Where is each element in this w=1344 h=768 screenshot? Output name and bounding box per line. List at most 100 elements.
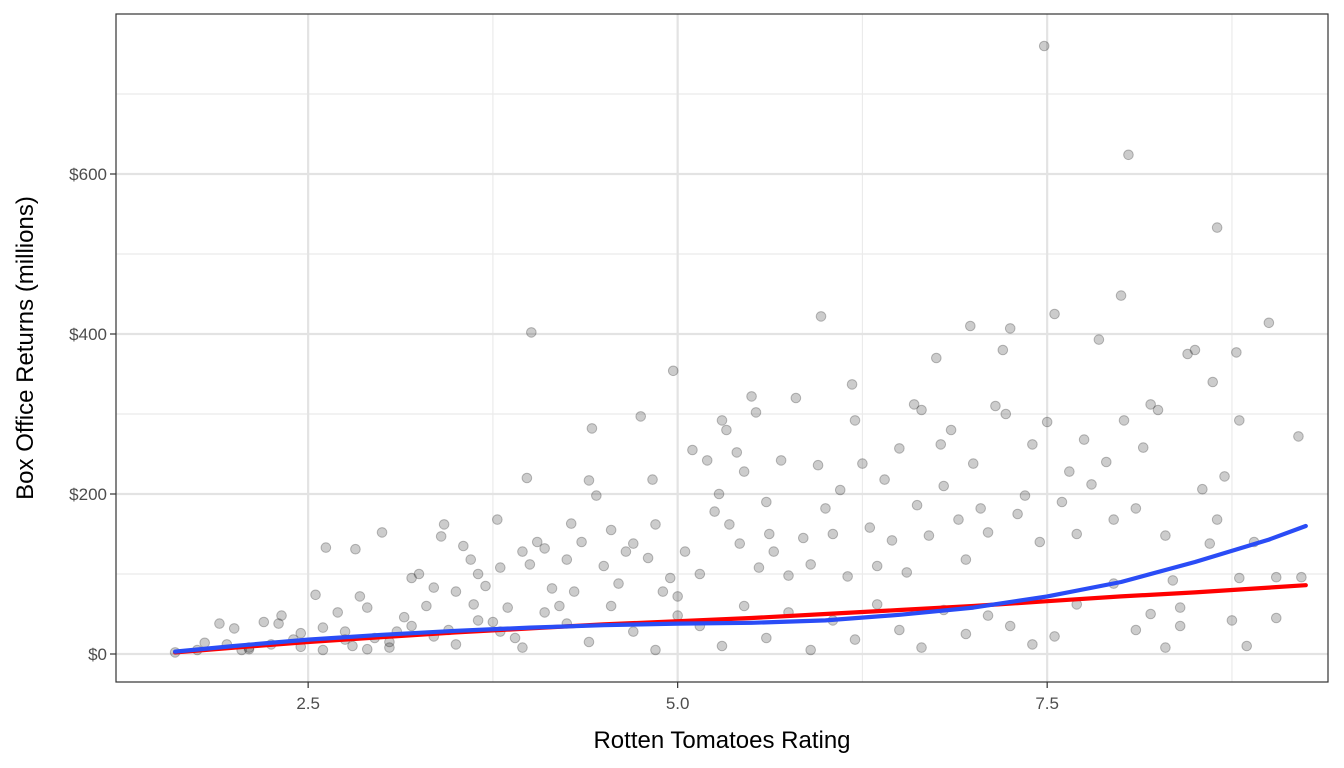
- data-point: [753, 562, 765, 573]
- data-point: [539, 543, 550, 554]
- plot-border: [115, 13, 1329, 683]
- data-point: [1270, 612, 1282, 624]
- data-point: [1160, 530, 1171, 541]
- data-point: [199, 637, 210, 649]
- data-point: [1049, 631, 1060, 642]
- red-trend-line: [173, 583, 1308, 655]
- data-point: [517, 642, 528, 653]
- data-point: [350, 543, 361, 555]
- data-point: [1056, 496, 1068, 508]
- data-point: [1219, 471, 1230, 482]
- data-point: [635, 411, 647, 422]
- data-point: [317, 644, 329, 656]
- x-tick-label: 7.5: [1035, 694, 1059, 713]
- data-point: [320, 542, 332, 553]
- data-point: [721, 424, 732, 436]
- data-point: [458, 540, 469, 552]
- data-point: [1160, 642, 1171, 653]
- data-point: [1241, 640, 1253, 652]
- data-point: [539, 607, 550, 618]
- data-point: [1049, 308, 1060, 320]
- data-point: [487, 616, 499, 628]
- data-point: [605, 524, 617, 536]
- data-point: [521, 472, 533, 484]
- y-tick-label: $0: [88, 645, 107, 664]
- data-point: [734, 538, 746, 549]
- data-point: [502, 602, 513, 613]
- data-point: [750, 407, 762, 418]
- data-point: [376, 527, 388, 538]
- data-point: [1118, 415, 1130, 426]
- data-point: [1234, 415, 1245, 426]
- data-point: [812, 459, 824, 471]
- data-point: [716, 415, 728, 426]
- data-point: [1263, 317, 1275, 329]
- data-point: [761, 632, 772, 644]
- data-point: [975, 503, 986, 514]
- data-point: [815, 311, 827, 322]
- data-point: [724, 519, 735, 530]
- data-point: [763, 528, 775, 540]
- data-point: [667, 365, 679, 377]
- data-point: [1019, 490, 1031, 501]
- data-point: [554, 600, 565, 612]
- data-point: [849, 415, 861, 426]
- data-point: [509, 632, 521, 644]
- data-point: [524, 559, 536, 570]
- data-point: [450, 586, 462, 597]
- data-point: [879, 474, 890, 485]
- data-point: [894, 443, 905, 454]
- data-point: [465, 554, 477, 565]
- data-point: [967, 458, 979, 469]
- data-point: [1093, 334, 1105, 345]
- data-point: [713, 488, 725, 500]
- data-point: [738, 600, 750, 612]
- data-point: [1012, 508, 1023, 520]
- data-point: [775, 455, 787, 466]
- data-point: [450, 639, 462, 650]
- data-point: [672, 591, 683, 602]
- data-point: [1137, 442, 1149, 453]
- data-point: [586, 423, 598, 434]
- data-point: [1189, 344, 1201, 356]
- data-point: [650, 644, 661, 656]
- data-point: [864, 522, 876, 533]
- data-point: [834, 484, 846, 496]
- data-point: [694, 568, 706, 580]
- data-point: [273, 618, 284, 629]
- data-point: [982, 527, 994, 538]
- x-tick-label: 5.0: [666, 694, 690, 713]
- data-point: [1145, 608, 1156, 620]
- data-point: [916, 642, 927, 653]
- data-point: [1293, 431, 1304, 442]
- data-point: [1004, 323, 1016, 334]
- data-point: [531, 536, 543, 548]
- data-point: [1167, 575, 1179, 586]
- data-point: [1174, 620, 1186, 632]
- data-point: [591, 490, 602, 501]
- data-point: [1123, 149, 1134, 161]
- y-tick-label: $600: [69, 165, 107, 184]
- data-point: [857, 458, 868, 469]
- data-point: [561, 554, 573, 565]
- y-tick-label: $400: [69, 325, 107, 344]
- x-axis-ticks: 2.5 5.0 7.5: [296, 682, 1059, 713]
- data-point: [746, 391, 757, 402]
- data-point: [1041, 416, 1053, 428]
- data-point: [938, 480, 950, 492]
- data-point: [1100, 456, 1112, 468]
- data-point: [894, 624, 905, 636]
- blue-trend-line: [173, 523, 1308, 654]
- data-point: [908, 399, 920, 410]
- data-point: [716, 640, 728, 652]
- data-point: [421, 600, 432, 612]
- data-point: [1108, 514, 1119, 525]
- data-point: [1207, 376, 1219, 388]
- data-point: [413, 568, 425, 580]
- data-point: [657, 586, 669, 597]
- data-point: [565, 518, 577, 529]
- data-point: [613, 578, 624, 589]
- data-point: [935, 439, 947, 450]
- data-point: [997, 344, 1009, 356]
- data-point: [472, 568, 484, 580]
